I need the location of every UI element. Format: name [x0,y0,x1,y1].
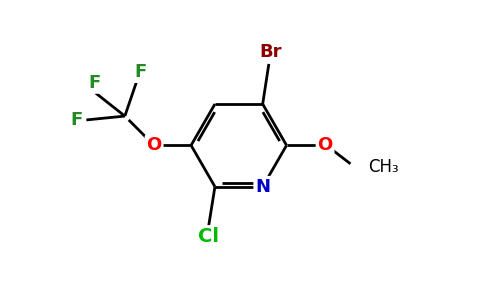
Text: N: N [255,178,270,196]
Text: O: O [318,136,333,154]
Text: CH₃: CH₃ [368,158,399,176]
Text: O: O [147,136,162,154]
Text: Cl: Cl [198,227,219,246]
Text: F: F [70,111,82,129]
Text: Br: Br [259,43,282,61]
Text: F: F [88,74,100,92]
Text: F: F [134,63,146,81]
